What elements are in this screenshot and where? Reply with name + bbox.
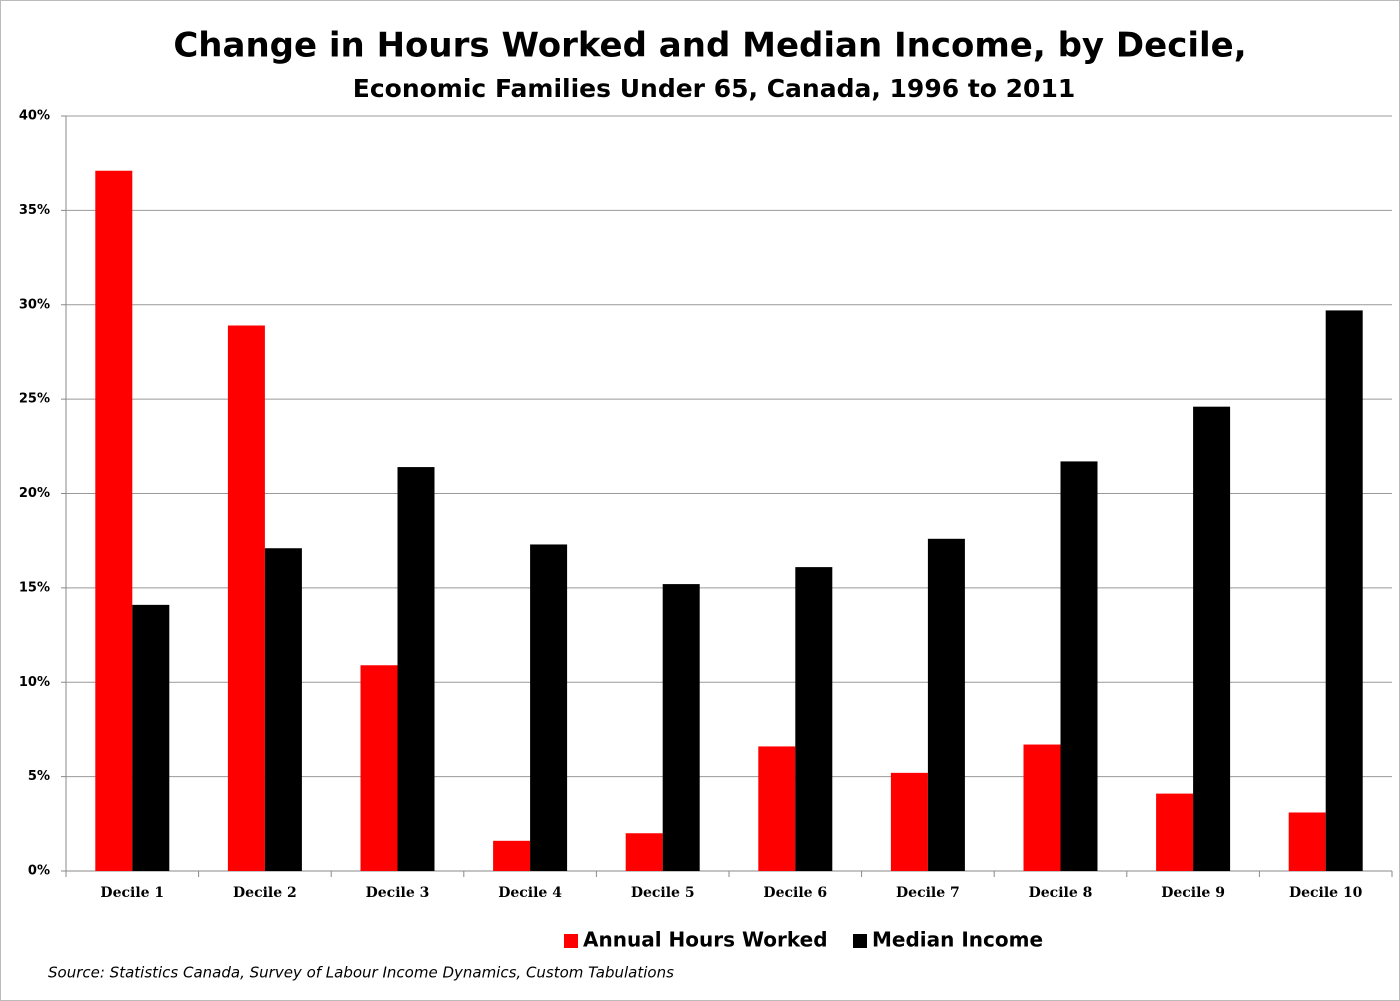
bar (890, 772, 928, 871)
bar (1193, 406, 1231, 871)
x-tick-label: Decile 4 (498, 885, 562, 901)
bar (927, 538, 965, 871)
x-tick-label: Decile 2 (233, 885, 297, 901)
legend-swatch (564, 934, 578, 948)
y-tick-label: 30% (19, 297, 50, 312)
x-tick-label: Decile 3 (366, 885, 430, 901)
y-tick-label: 0% (28, 864, 50, 879)
bar (493, 840, 531, 871)
y-tick-label: 40% (19, 109, 50, 124)
bar (625, 833, 663, 871)
y-tick-label: 20% (19, 486, 50, 501)
bar (360, 665, 398, 871)
y-tick-label: 5% (28, 769, 50, 784)
chart-title: Change in Hours Worked and Median Income… (173, 26, 1246, 66)
bar (227, 325, 265, 871)
legend-label: Annual Hours Worked (583, 928, 828, 952)
y-tick-label: 35% (19, 203, 50, 218)
x-tick-label: Decile 9 (1161, 885, 1225, 901)
x-tick-label: Decile 5 (631, 885, 695, 901)
x-tick-label: Decile 8 (1029, 885, 1093, 901)
bar (1023, 744, 1061, 871)
legend-label: Median Income (872, 928, 1043, 952)
bar (95, 170, 133, 872)
bar (264, 548, 302, 871)
bar (397, 467, 435, 871)
y-tick-label: 25% (19, 392, 50, 407)
x-tick-label: Decile 7 (896, 885, 960, 901)
x-tick-label: Decile 10 (1289, 885, 1363, 901)
y-tick-label: 15% (19, 580, 50, 595)
bar (662, 584, 700, 871)
bar (758, 746, 796, 871)
bar (1325, 310, 1363, 872)
bar (132, 604, 170, 871)
bar (530, 544, 568, 871)
legend-swatch (853, 934, 867, 948)
bar (1060, 461, 1098, 871)
bar (1288, 812, 1326, 871)
bar (1156, 793, 1194, 871)
bar (795, 567, 833, 871)
x-tick-label: Decile 6 (763, 885, 827, 901)
chart-subtitle: Economic Families Under 65, Canada, 1996… (353, 74, 1076, 103)
source-note: Source: Statistics Canada, Survey of Lab… (48, 964, 674, 982)
x-tick-label: Decile 1 (100, 885, 164, 901)
y-tick-label: 10% (19, 675, 50, 690)
